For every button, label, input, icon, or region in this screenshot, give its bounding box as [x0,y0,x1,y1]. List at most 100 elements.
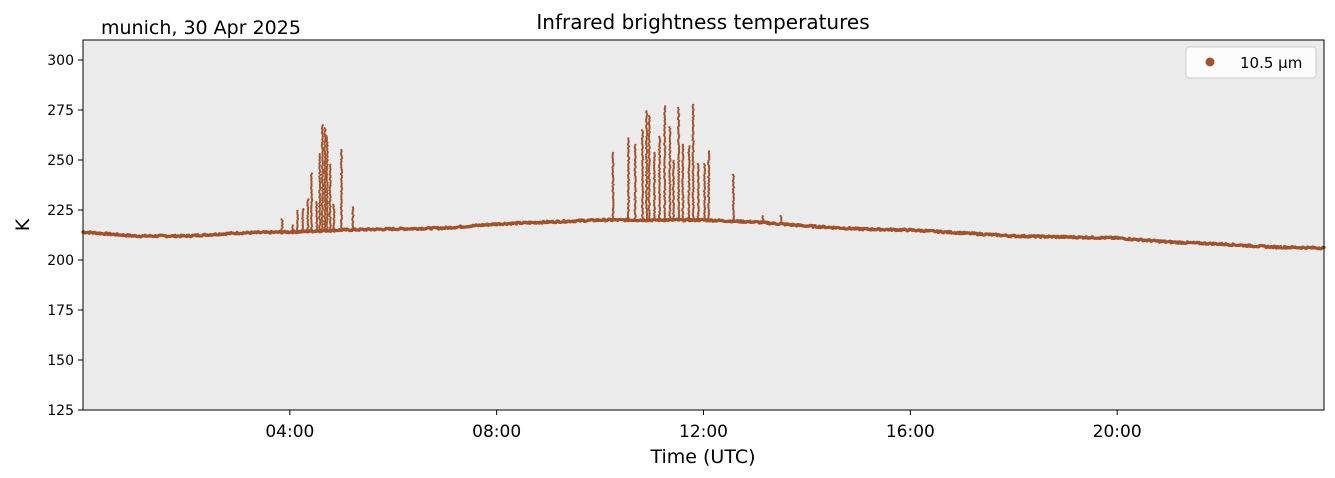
data-point [648,127,651,130]
data-point [678,113,681,116]
data-point [658,207,662,210]
data-point [641,172,644,175]
data-point [280,229,283,232]
data-point [325,157,328,160]
data-point [318,152,321,156]
data-point [340,166,343,169]
data-point [310,183,313,186]
data-point [612,206,615,209]
data-point [669,150,672,153]
data-point [641,151,644,154]
data-point [672,210,675,214]
data-point [677,214,680,217]
data-point [707,206,710,209]
data-point [703,162,706,166]
data-point [611,175,615,178]
data-point [691,196,694,199]
data-point [658,140,662,143]
data-point [645,198,648,201]
data-point [633,146,636,150]
data-point [668,140,671,143]
data-point [326,163,329,167]
data-point [634,177,637,180]
data-point [646,164,649,167]
data-point [340,201,343,204]
data-point [677,150,681,153]
data-point [320,186,324,189]
data-point [641,214,644,217]
data-point [644,190,648,193]
data-point [653,175,656,178]
data-point [644,161,648,164]
data-point [612,194,615,198]
data-point [647,122,651,126]
data-point [323,203,326,207]
data-point [301,216,304,219]
data-point [707,166,711,169]
data-point [681,175,685,178]
data-point [663,210,666,214]
data-point [296,221,299,224]
data-point [691,153,694,156]
data-point [708,198,711,201]
data-point [627,138,630,142]
x-axis-label: Time (UTC) [649,446,755,468]
data-point [707,203,710,206]
data-point [644,119,648,122]
data-point [329,174,332,178]
data-point [648,126,651,129]
data-point [351,211,354,214]
data-point [340,224,343,227]
data-point [340,148,343,152]
data-point [329,181,332,184]
x-tick-label: 12:00 [679,422,728,442]
data-point [647,167,651,170]
data-point [326,205,329,208]
data-point [328,214,331,218]
data-point [612,183,615,186]
data-point [301,227,304,230]
data-point [306,222,309,225]
data-point [645,158,648,161]
data-point [780,218,783,221]
data-point [697,167,700,170]
data-point [627,193,630,196]
data-point [653,204,656,207]
data-point [320,144,323,148]
data-point [318,226,321,229]
data-point [627,164,630,167]
data-point [328,189,331,192]
data-point [326,226,329,229]
data-point [681,191,684,194]
data-point [663,217,666,220]
data-point [658,143,661,146]
data-point [612,202,615,206]
data-point [664,145,667,148]
data-point [668,212,671,215]
data-point [663,182,667,185]
data-point [703,206,706,209]
plot-area [83,40,1324,410]
data-point [612,193,615,196]
data-point [319,173,322,176]
data-point [707,174,711,177]
data-point [652,185,655,188]
data-point [645,143,648,146]
data-point [678,193,681,196]
data-point [306,203,309,206]
data-point [611,169,614,172]
data-point [611,217,615,220]
data-point [626,174,630,177]
data-point [663,143,666,146]
data-point [648,162,651,166]
data-point [306,227,309,230]
y-tick-label: 225 [47,203,74,219]
data-point [692,148,695,151]
data-point [682,212,685,215]
data-point [325,208,329,211]
data-point [645,185,648,188]
data-point [319,207,322,210]
x-tick-label: 16:00 [886,422,935,442]
data-point [325,223,328,226]
data-point [677,156,680,159]
